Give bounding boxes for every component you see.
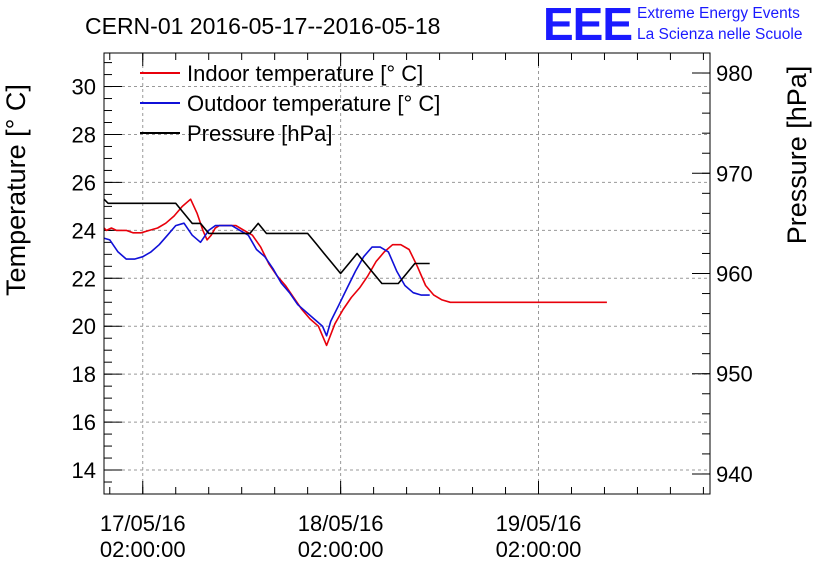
y2-tick-label: 950 [716,362,753,387]
x-tick-date: 18/05/16 [298,511,384,536]
y-tick-label: 20 [72,314,96,339]
x-tick-date: 19/05/16 [496,511,582,536]
series-line-2 [104,222,430,337]
plot-area: 17/05/1602:00:0018/05/1602:00:0019/05/16… [1,52,812,562]
logo-mark: EEE [543,0,632,50]
y-axis-title: Temperature [° C] [1,84,31,296]
x-tick-time: 02:00:00 [496,537,582,562]
chart-title: CERN-01 2016-05-17--2016-05-18 [85,13,440,39]
legend-label: Indoor temperature [° C] [187,61,423,86]
y-tick-label: 14 [72,458,96,483]
series-line-3 [104,198,430,285]
y-tick-label: 16 [72,410,96,435]
x-tick-time: 02:00:00 [100,537,186,562]
legend-label: Outdoor temperature [° C] [187,91,440,116]
logo-line-2: La Scienza nelle Scuole [637,26,802,43]
y-tick-label: 26 [72,170,96,195]
y-tick-label: 28 [72,122,96,147]
y-tick-label: 24 [72,218,96,243]
y-tick-label: 18 [72,362,96,387]
y2-tick-label: 940 [716,462,753,487]
y-tick-label: 30 [72,75,96,100]
eee-logo: EEE Extreme Energy Events La Scienza nel… [543,0,802,50]
y2-tick-label: 970 [716,161,753,186]
legend-label: Pressure [hPa] [187,121,333,146]
plot-frame [103,52,711,495]
series-lines [104,198,607,347]
y2-tick-label: 960 [716,262,753,287]
series-line-1 [104,198,607,347]
x-tick-time: 02:00:00 [298,537,384,562]
legend: Indoor temperature [° C] Outdoor temperat… [140,61,440,146]
y-tick-label: 22 [72,266,96,291]
logo-line-1: Extreme Energy Events [637,5,800,22]
y2-axis-title: Pressure [hPa] [782,66,812,245]
x-tick-date: 17/05/16 [100,511,186,536]
y2-tick-label: 980 [716,61,753,86]
